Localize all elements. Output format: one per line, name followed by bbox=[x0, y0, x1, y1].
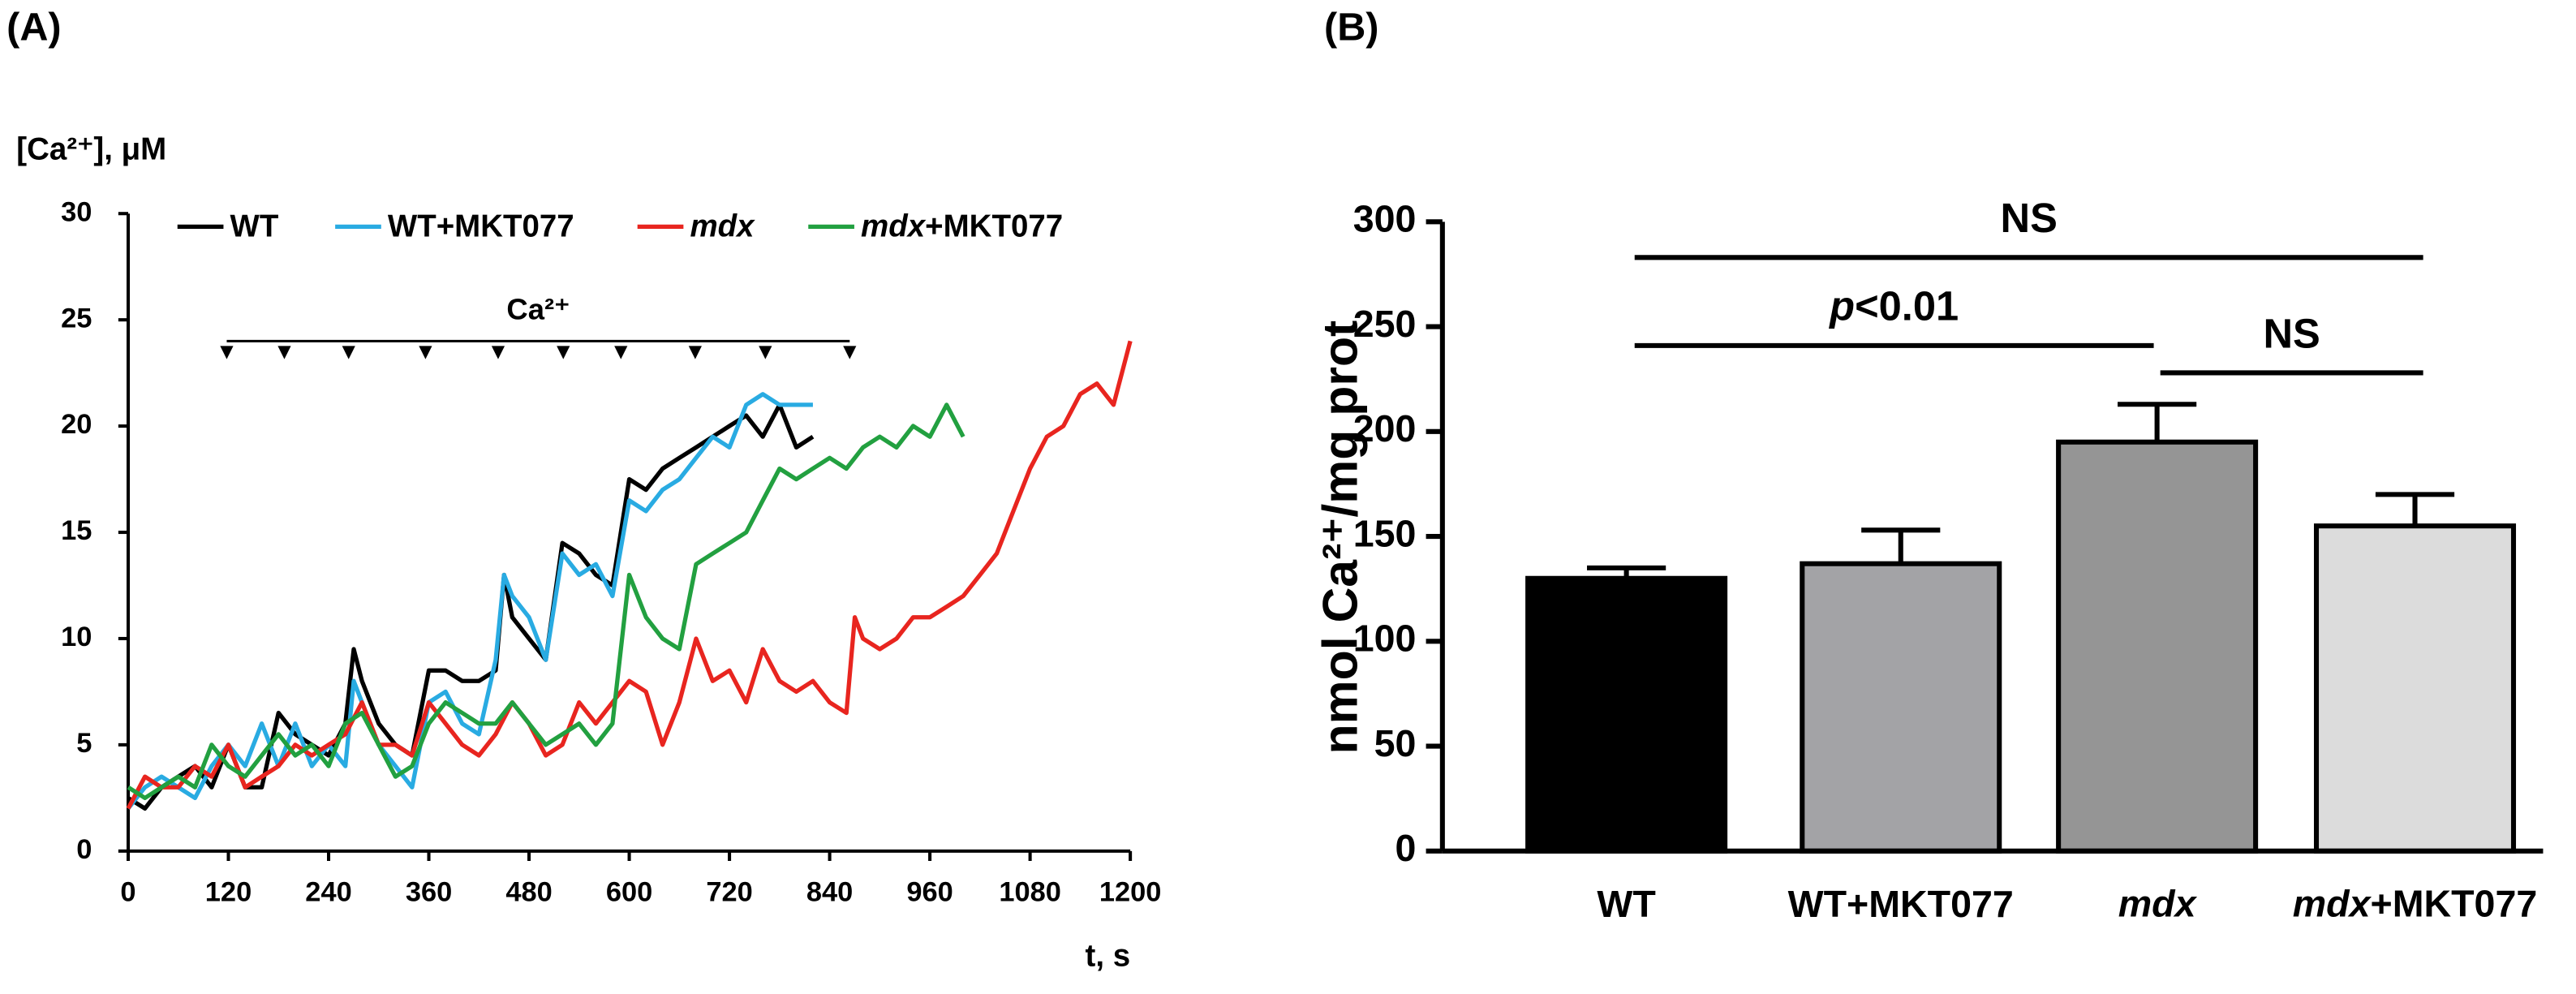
addition-arrow bbox=[614, 346, 628, 359]
y-tick-label: 25 bbox=[61, 303, 92, 333]
x-tick-label: 960 bbox=[906, 877, 953, 908]
additions-label: Ca²⁺ bbox=[506, 293, 570, 326]
series-line bbox=[126, 340, 1133, 810]
x-tick-label: 840 bbox=[806, 877, 853, 908]
x-axis-label: t, s bbox=[1086, 939, 1131, 974]
x-tick-label: 240 bbox=[305, 877, 351, 908]
legend-label: mdx bbox=[690, 209, 755, 244]
legend-label: mdx+MKT077 bbox=[861, 209, 1063, 244]
legend-label: WT bbox=[230, 209, 279, 244]
y-axis-label: nmol Ca²⁺/mg prot bbox=[1312, 321, 1367, 755]
panel-label: (A) bbox=[6, 5, 61, 49]
series-line bbox=[127, 402, 965, 801]
x-tick-label: 360 bbox=[406, 877, 452, 908]
y-tick-label: 200 bbox=[1353, 407, 1417, 450]
x-tick-label: mdx+MKT077 bbox=[2293, 883, 2538, 925]
bar bbox=[2056, 439, 2259, 854]
y-tick-label: 15 bbox=[61, 515, 92, 546]
y-tick-label: 250 bbox=[1353, 303, 1417, 345]
x-tick-label: 480 bbox=[505, 877, 552, 908]
panel-label: (B) bbox=[1324, 5, 1378, 49]
addition-arrow bbox=[342, 346, 355, 359]
bar bbox=[1800, 561, 2002, 854]
addition-arrow bbox=[419, 346, 432, 359]
addition-arrow bbox=[491, 346, 505, 359]
bar bbox=[2313, 523, 2517, 854]
addition-arrow bbox=[843, 346, 857, 359]
x-tick-label: 720 bbox=[706, 877, 752, 908]
x-tick-label: 600 bbox=[606, 877, 652, 908]
series-line bbox=[126, 392, 813, 811]
y-tick-label: 150 bbox=[1353, 512, 1417, 554]
x-tick-label: 1080 bbox=[999, 877, 1061, 908]
y-tick-label: 0 bbox=[76, 834, 92, 865]
y-tick-label: 50 bbox=[1374, 722, 1417, 764]
y-tick-label: 300 bbox=[1353, 198, 1417, 240]
significance-label: NS bbox=[2263, 310, 2320, 356]
x-tick-label: 120 bbox=[205, 877, 252, 908]
significance-label: NS bbox=[2001, 195, 2058, 241]
y-tick-label: 10 bbox=[61, 622, 92, 652]
x-tick-label: mdx bbox=[2118, 883, 2198, 925]
significance-label: p<0.01 bbox=[1828, 283, 1959, 329]
addition-arrow bbox=[557, 346, 570, 359]
y-axis-label: [Ca²⁺], μM bbox=[16, 131, 166, 166]
addition-arrow bbox=[220, 346, 234, 359]
x-tick-label: WT bbox=[1597, 883, 1655, 925]
addition-arrow bbox=[277, 346, 291, 359]
x-tick-label: 1200 bbox=[1099, 877, 1162, 908]
y-tick-label: 100 bbox=[1353, 617, 1417, 660]
y-tick-label: 5 bbox=[76, 728, 92, 759]
x-tick-label: WT+MKT077 bbox=[1788, 883, 2014, 925]
addition-arrow bbox=[759, 346, 772, 359]
addition-arrow bbox=[688, 346, 702, 359]
legend-label: WT+MKT077 bbox=[388, 209, 574, 244]
x-tick-label: 0 bbox=[120, 877, 135, 908]
bar bbox=[1525, 575, 1728, 854]
y-tick-label: 30 bbox=[61, 196, 92, 227]
y-tick-label: 20 bbox=[61, 409, 92, 440]
y-tick-label: 0 bbox=[1396, 827, 1417, 869]
